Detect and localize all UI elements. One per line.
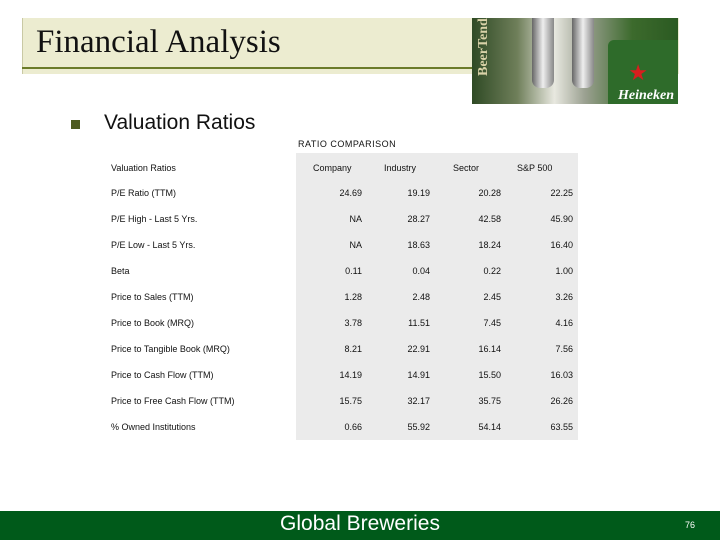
cell-sector: 15.50: [478, 370, 501, 380]
cell-sector: 16.14: [478, 344, 501, 354]
cell-industry: 11.51: [408, 318, 430, 328]
beer-tap-photo: ★ BeerTender Heineken: [472, 18, 678, 104]
table-row: Price to Sales (TTM) 1.28 2.48 2.45 3.26: [107, 292, 587, 306]
red-star-icon: ★: [628, 60, 648, 85]
ratio-comparison-caption: RATIO COMPARISON: [296, 135, 578, 155]
table-row: Price to Book (MRQ) 3.78 11.51 7.45 4.16: [107, 318, 587, 332]
header-valuation-ratios: Valuation Ratios: [111, 163, 176, 173]
photo-brand-heineken: Heineken: [618, 88, 674, 103]
cell-industry: 22.91: [407, 344, 430, 354]
slide-title: Financial Analysis: [36, 24, 281, 60]
header-sp500: S&P 500: [517, 163, 553, 173]
cell-sp500: 63.55: [550, 422, 573, 432]
table-row: P/E Low - Last 5 Yrs. NA 18.63 18.24 16.…: [107, 240, 587, 254]
cell-industry: 2.48: [412, 292, 430, 302]
cell-sector: 18.24: [478, 240, 501, 250]
cell-company: 14.19: [339, 370, 362, 380]
footer-company-name: Global Breweries: [280, 512, 440, 535]
cell-sp500: 7.56: [555, 344, 573, 354]
cell-sp500: 16.03: [550, 370, 573, 380]
table-header-row: Valuation Ratios Company Industry Sector…: [107, 163, 587, 177]
row-label: Price to Tangible Book (MRQ): [111, 344, 230, 354]
bullet-icon: [71, 120, 80, 129]
table-row: % Owned Institutions 0.66 55.92 54.14 63…: [107, 422, 587, 436]
page-number: 76: [684, 520, 695, 530]
cell-company: 3.78: [344, 318, 362, 328]
cell-company: NA: [349, 214, 362, 224]
cell-sector: 2.45: [483, 292, 501, 302]
row-label: Price to Sales (TTM): [111, 292, 194, 302]
cell-industry: 28.27: [407, 214, 430, 224]
bullet-valuation-ratios: Valuation Ratios: [104, 111, 256, 134]
tap-handle-icon: [572, 18, 594, 88]
cell-sp500: 1.00: [555, 266, 573, 276]
cell-industry: 14.91: [407, 370, 430, 380]
cell-sector: 7.45: [483, 318, 501, 328]
cell-sector: 20.28: [478, 188, 501, 198]
cell-sp500: 4.16: [555, 318, 573, 328]
footer-bar: Global Breweries 76: [0, 511, 720, 540]
cell-sp500: 3.26: [555, 292, 573, 302]
row-label: Beta: [111, 266, 130, 276]
caption-text: RATIO COMPARISON: [298, 139, 397, 149]
row-label: Price to Free Cash Flow (TTM): [111, 396, 235, 406]
row-label: P/E Low - Last 5 Yrs.: [111, 240, 196, 250]
cell-company: 0.66: [344, 422, 362, 432]
row-label: P/E High - Last 5 Yrs.: [111, 214, 198, 224]
cell-industry: 19.19: [407, 188, 430, 198]
cell-company: 1.28: [344, 292, 362, 302]
table-row: P/E High - Last 5 Yrs. NA 28.27 42.58 45…: [107, 214, 587, 228]
row-label: P/E Ratio (TTM): [111, 188, 177, 198]
table-row: P/E Ratio (TTM) 24.69 19.19 20.28 22.25: [107, 188, 587, 202]
cell-industry: 32.17: [407, 396, 430, 406]
photo-brand-beertender: BeerTender: [476, 18, 491, 76]
cell-sector: 35.75: [478, 396, 501, 406]
cell-industry: 0.04: [412, 266, 430, 276]
cell-industry: 18.63: [407, 240, 430, 250]
cell-company: 0.11: [345, 266, 362, 276]
cell-industry: 55.92: [407, 422, 430, 432]
row-label: Price to Cash Flow (TTM): [111, 370, 214, 380]
title-underline: [22, 67, 472, 69]
table-row: Beta 0.11 0.04 0.22 1.00: [107, 266, 587, 280]
table-row: Price to Free Cash Flow (TTM) 15.75 32.1…: [107, 396, 587, 410]
cell-sector: 54.14: [478, 422, 501, 432]
row-label: % Owned Institutions: [111, 422, 196, 432]
cell-sector: 0.22: [483, 266, 501, 276]
table-row: Price to Cash Flow (TTM) 14.19 14.91 15.…: [107, 370, 587, 384]
table-row: Price to Tangible Book (MRQ) 8.21 22.91 …: [107, 344, 587, 358]
header-industry: Industry: [384, 163, 417, 173]
tap-handle-icon: [532, 18, 554, 88]
cell-sector: 42.58: [478, 214, 501, 224]
keg-icon: [608, 40, 678, 104]
row-label: Price to Book (MRQ): [111, 318, 195, 328]
cell-company: 24.69: [339, 188, 362, 198]
cell-company: 15.75: [339, 396, 362, 406]
cell-sp500: 26.26: [550, 396, 573, 406]
cell-sp500: 22.25: [550, 188, 573, 198]
table-shaded-panel: [296, 153, 578, 440]
header-company: Company: [313, 163, 352, 173]
cell-company: NA: [349, 240, 362, 250]
cell-sp500: 16.40: [550, 240, 573, 250]
cell-sp500: 45.90: [550, 214, 573, 224]
header-sector: Sector: [453, 163, 480, 173]
cell-company: 8.21: [344, 344, 362, 354]
